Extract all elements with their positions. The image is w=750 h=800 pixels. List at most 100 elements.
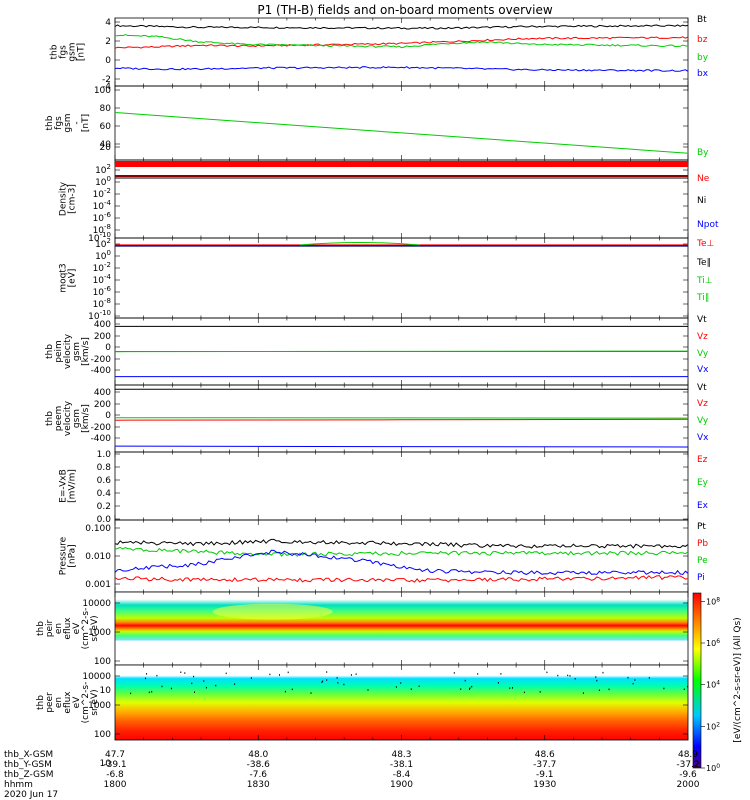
y-tick-label: 102 xyxy=(95,163,111,176)
legend-Ez: Ez xyxy=(697,455,708,465)
spectrogram-gap xyxy=(464,679,466,682)
y-axis-label: [nT] xyxy=(81,114,91,132)
y-tick-label: 40 xyxy=(100,140,112,150)
spectrogram-gap xyxy=(184,672,186,674)
spectrogram xyxy=(115,665,688,740)
time-axis-value: -9.1 xyxy=(536,770,554,780)
time-axis-value: 47.7 xyxy=(105,750,125,760)
y-axis-label: thb xyxy=(36,621,46,636)
y-axis-label: sr-eV) xyxy=(90,689,100,715)
spectrogram-gap xyxy=(250,677,252,679)
spectrogram-gap xyxy=(170,687,172,690)
spectrogram-gap xyxy=(683,688,685,690)
y-tick-label: 4 xyxy=(105,18,111,28)
y-axis-label: Density xyxy=(59,181,69,216)
y-tick-label: -400 xyxy=(91,434,112,444)
legend-Npot: Npot xyxy=(697,220,719,230)
time-axis-value: -38.6 xyxy=(247,760,271,770)
legend-By: By xyxy=(697,148,709,158)
time-axis-value: 48.3 xyxy=(391,750,411,760)
y-tick-label: 0 xyxy=(105,343,111,353)
y-tick-label: 1000 xyxy=(88,628,111,638)
y-tick-label: 400 xyxy=(94,388,111,398)
spectrogram-gap xyxy=(418,685,420,687)
spectrogram-gap xyxy=(574,678,576,680)
time-axis-value: -7.6 xyxy=(249,770,267,780)
y-tick-label: 80 xyxy=(100,104,112,114)
y-axis-label: thb xyxy=(45,115,55,130)
time-axis-value: -9.6 xyxy=(679,770,697,780)
spectrogram-gap xyxy=(193,675,195,678)
y-axis-label: [mV/m] xyxy=(68,469,78,503)
spectrogram-gap xyxy=(355,673,357,675)
panel-9: 10000 1000 100 10 thb peir en eflux eV (cm^2-s-sr… xyxy=(36,591,689,696)
time-axis-value: 1830 xyxy=(247,780,270,790)
time-axis-value: 2000 xyxy=(677,780,700,790)
y-tick-label: 100 xyxy=(95,175,111,188)
legend-Vx: Vx xyxy=(697,433,709,443)
legend-by: by xyxy=(697,53,709,63)
series-line-Pi xyxy=(114,549,689,576)
colorbar: 100 102 104 106 108 [eV/(cm^2-s-sr-eV)] (All… xyxy=(692,592,743,773)
y-tick-label: 10-6 xyxy=(93,285,112,298)
time-axis-value: 48.0 xyxy=(248,750,268,760)
y-axis-label: fgs xyxy=(59,45,69,59)
spectrogram-gap xyxy=(582,692,584,694)
series-line-Vz xyxy=(114,418,689,421)
spectrogram-gap xyxy=(321,681,323,683)
spectrogram-gap xyxy=(632,682,634,685)
y-tick-label: 0.2 xyxy=(97,502,111,512)
legend-Ti⊥: Ti⊥ xyxy=(696,276,713,286)
spectrogram-gap xyxy=(145,677,146,680)
time-axis-value: -6.8 xyxy=(106,770,124,780)
y-tick-label: 0.010 xyxy=(85,552,111,562)
series-line-Bt xyxy=(114,24,689,30)
legend-Pi: Pi xyxy=(697,573,705,583)
spectrogram-gap xyxy=(557,674,559,677)
spectrogram-gap xyxy=(595,676,597,678)
y-axis-label: gsm xyxy=(72,342,82,361)
colorbar-tick-label: 104 xyxy=(706,680,720,690)
y-axis-label: (cm^2-s- xyxy=(81,608,91,650)
y-tick-label: 200 xyxy=(94,332,111,342)
y-tick-label: 20 xyxy=(100,143,112,153)
panel-7: 1.0 0.8 0.6 0.4 0.2 0.0 E=-VxB [mV/m] Ez Ey Ex xyxy=(59,450,709,525)
spectrogram-gap xyxy=(146,673,148,675)
legend-Ni: Ni xyxy=(697,196,706,206)
spectrogram-gap xyxy=(148,691,150,694)
time-axis-value: -37.2 xyxy=(676,760,699,770)
y-axis-label: [km/s] xyxy=(81,404,91,433)
y-tick-label: -200 xyxy=(91,355,112,365)
series-line-Pe xyxy=(114,546,689,557)
spectrogram-gap xyxy=(336,677,338,679)
spectrogram-gap xyxy=(634,679,636,681)
y-tick-label: 10-4 xyxy=(93,199,112,212)
legend-Ex: Ex xyxy=(697,501,709,511)
spectrogram-gap xyxy=(161,685,163,688)
time-axis-value: 1800 xyxy=(104,780,127,790)
panel-1: 4 2 0 -2-4 thb fgs gsm [nT] Bt bz by bx xyxy=(50,15,709,92)
colorbar-label: [eV/(cm^2-s-sr-eV)] (All Qs) xyxy=(733,617,743,742)
y-axis-label: moqt3 xyxy=(59,263,69,292)
spectrogram-gap xyxy=(337,682,339,684)
time-axis-row-label: thb_X-GSM xyxy=(4,750,53,760)
y-tick-label: 100 xyxy=(94,730,111,740)
y-tick-label: 0.6 xyxy=(97,476,112,486)
spectrogram-gap xyxy=(350,674,352,676)
y-axis-label: fgs xyxy=(54,116,64,130)
spectrogram-gap xyxy=(469,688,470,690)
spectrogram-gap xyxy=(569,675,571,677)
spectrogram-gap xyxy=(279,674,280,676)
time-axis-value: -39.1 xyxy=(103,760,126,770)
date-label: 2020 Jun 17 xyxy=(4,790,58,800)
spectrogram-gap xyxy=(326,671,328,673)
y-tick-label: 10 xyxy=(100,686,112,696)
y-tick-label: 0.001 xyxy=(85,580,111,590)
spectrogram-gap xyxy=(203,680,205,682)
spectrogram xyxy=(115,592,688,665)
y-tick-label: 0.100 xyxy=(85,524,111,534)
time-axis-value: -8.4 xyxy=(393,770,411,780)
y-axis-label: [cm-3] xyxy=(68,184,78,214)
y-axis-label: thb xyxy=(45,411,55,426)
y-axis-label: gsm xyxy=(68,42,78,61)
